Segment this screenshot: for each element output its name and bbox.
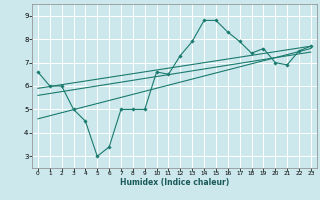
X-axis label: Humidex (Indice chaleur): Humidex (Indice chaleur)	[120, 178, 229, 187]
